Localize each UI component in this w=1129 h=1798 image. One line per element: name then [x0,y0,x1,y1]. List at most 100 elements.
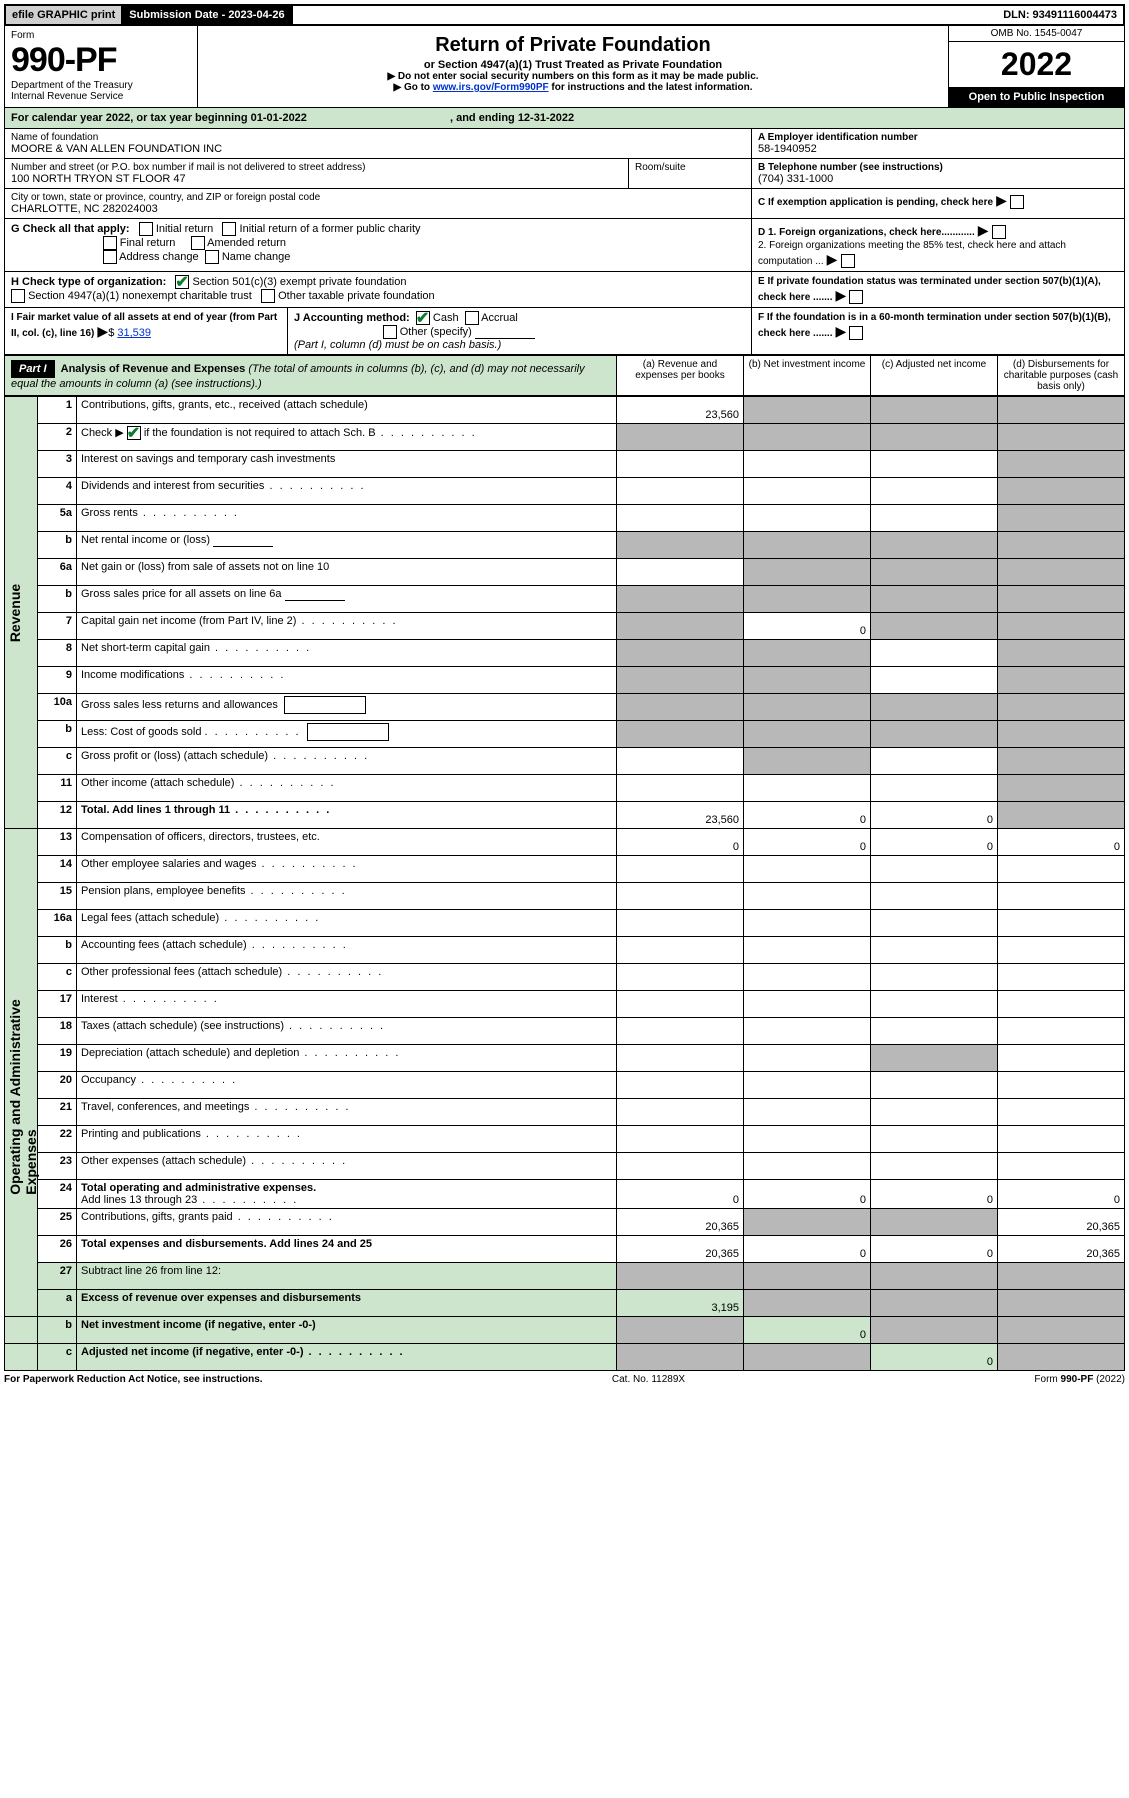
c-checkbox[interactable] [1010,195,1024,209]
line-18: Taxes (attach schedule) (see instruction… [77,1018,617,1045]
l26-a: 20,365 [617,1236,744,1263]
g-amend: Amended return [207,237,286,249]
line-14: Other employee salaries and wages [77,856,617,883]
l24-c: 0 [871,1180,998,1209]
col-b-head: (b) Net investment income [743,356,870,395]
line-5a: Gross rents [77,505,617,532]
d1-label: D 1. Foreign organizations, check here..… [758,227,975,238]
city-label: City or town, state or province, country… [11,192,745,203]
top-bar: efile GRAPHIC print Submission Date - 20… [4,4,1125,26]
l7-b: 0 [744,613,871,640]
line-5b: Net rental income or (loss) [77,532,617,559]
arrow-icon: ▶ [978,222,989,238]
arrow-icon: ▶ [97,323,108,339]
col-a-head: (a) Revenue and expenses per books [616,356,743,395]
g-amend-check[interactable] [191,236,205,250]
h-501: Section 501(c)(3) exempt private foundat… [192,276,406,288]
line-8: Net short-term capital gain [77,640,617,667]
page-footer: For Paperwork Reduction Act Notice, see … [4,1371,1125,1388]
l25-a: 20,365 [617,1209,744,1236]
expenses-side-label: Operating and Administrative Expenses [7,951,39,1195]
phone-label: B Telephone number (see instructions) [758,162,1118,173]
g-initformer-check[interactable] [222,222,236,236]
form990pf-link[interactable]: www.irs.gov/Form990PF [433,82,549,93]
g-name: Name change [222,251,291,263]
irs-label: Internal Revenue Service [11,91,191,102]
line-27a: Excess of revenue over expenses and disb… [77,1290,617,1317]
line-21: Travel, conferences, and meetings [77,1099,617,1126]
line-13: Compensation of officers, directors, tru… [77,829,617,856]
form-header: Form 990-PF Department of the Treasury I… [4,26,1125,108]
c-label: C If exemption application is pending, c… [758,197,993,208]
form-subtitle: or Section 4947(a)(1) Trust Treated as P… [204,59,942,71]
line-16c: Other professional fees (attach schedule… [77,964,617,991]
j-accrual: Accrual [481,312,518,324]
j-other-check[interactable] [383,325,397,339]
g-initial: Initial return [156,223,213,235]
l5b-input[interactable] [213,534,273,547]
arrow-icon: ▶ [996,192,1007,208]
l12-b: 0 [744,802,871,829]
line-27: Subtract line 26 from line 12: [77,1263,617,1290]
submission-date: Submission Date - 2023-04-26 [123,6,292,24]
footer-left: For Paperwork Reduction Act Notice, see … [4,1374,263,1385]
l27c-c: 0 [871,1344,998,1371]
line-19: Depreciation (attach schedule) and deple… [77,1045,617,1072]
g-addr-check[interactable] [103,250,117,264]
h-501-check[interactable] [175,275,189,289]
line-10a: Gross sales less returns and allowances [77,694,617,721]
l6b-input[interactable] [285,588,345,601]
l13-a: 0 [617,829,744,856]
part1-header-row: Part I Analysis of Revenue and Expenses … [4,355,1125,396]
h-4947-check[interactable] [11,289,25,303]
note2-post: for instructions and the latest informat… [551,82,752,93]
line-16b: Accounting fees (attach schedule) [77,937,617,964]
j-cash-check[interactable] [416,311,430,325]
l13-c: 0 [871,829,998,856]
g-initial-check[interactable] [139,222,153,236]
dept-treasury: Department of the Treasury [11,80,191,91]
line-4: Dividends and interest from securities [77,478,617,505]
g-name-check[interactable] [205,250,219,264]
efile-print-button[interactable]: efile GRAPHIC print [6,6,123,24]
tax-year: 2022 [949,42,1124,87]
h-4947: Section 4947(a)(1) nonexempt charitable … [28,290,252,302]
cal-begin: For calendar year 2022, or tax year begi… [11,112,307,124]
part1-table: Revenue 1Contributions, gifts, grants, e… [4,396,1125,1371]
e-checkbox[interactable] [849,290,863,304]
note2-pre: ▶ Go to [393,82,432,93]
footer-mid: Cat. No. 11289X [612,1374,685,1385]
h-other: Other taxable private foundation [278,290,435,302]
line-20: Occupancy [77,1072,617,1099]
h-other-check[interactable] [261,289,275,303]
j-note: (Part I, column (d) must be on cash basi… [294,339,501,351]
line-17: Interest [77,991,617,1018]
l10b-box[interactable] [307,723,389,741]
line-3: Interest on savings and temporary cash i… [77,451,617,478]
col-c-head: (c) Adjusted net income [870,356,997,395]
j-other-input[interactable] [475,326,535,339]
line-6a: Net gain or (loss) from sale of assets n… [77,559,617,586]
city-value: CHARLOTTE, NC 282024003 [11,203,745,215]
line-25: Contributions, gifts, grants paid [77,1209,617,1236]
g-final-check[interactable] [103,236,117,250]
l10a-box[interactable] [284,696,366,714]
line-7: Capital gain net income (from Part IV, l… [77,613,617,640]
g-initformer: Initial return of a former public charit… [240,223,421,235]
d1-checkbox[interactable] [992,225,1006,239]
i-value-link[interactable]: 31,539 [117,327,151,339]
l26-b: 0 [744,1236,871,1263]
l24-d: 0 [998,1180,1125,1209]
line-24: Total operating and administrative expen… [77,1180,617,1209]
open-public-inspection: Open to Public Inspection [949,87,1124,107]
l2-check[interactable] [127,426,141,440]
l12-c: 0 [871,802,998,829]
h-label: H Check type of organization: [11,276,166,288]
part1-title: Analysis of Revenue and Expenses [61,363,246,375]
l24-a: 0 [617,1180,744,1209]
d2-checkbox[interactable] [841,254,855,268]
line-27c: Adjusted net income (if negative, enter … [77,1344,617,1371]
line-10c: Gross profit or (loss) (attach schedule) [77,748,617,775]
j-accrual-check[interactable] [465,311,479,325]
f-checkbox[interactable] [849,326,863,340]
